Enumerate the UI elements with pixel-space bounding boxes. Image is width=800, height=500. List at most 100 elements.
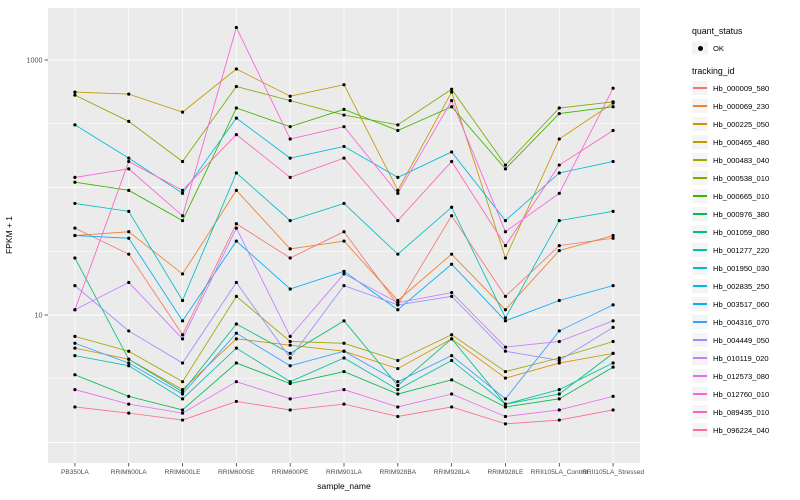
data-point <box>288 408 292 412</box>
legend-item-label: Hb_004316_070 <box>713 317 770 327</box>
data-point <box>450 159 454 164</box>
data-point <box>342 230 346 234</box>
data-point <box>557 106 561 110</box>
data-point <box>73 341 77 345</box>
data-point <box>180 337 185 341</box>
data-point <box>450 290 454 295</box>
legend-key-line-icon <box>692 387 708 401</box>
data-point <box>73 373 77 377</box>
data-point <box>611 408 615 412</box>
legend-item-tracking-id: Hb_000069_230 <box>692 97 798 115</box>
data-point <box>557 219 561 223</box>
data-point <box>73 284 77 288</box>
data-point <box>503 244 508 248</box>
data-point <box>73 90 77 94</box>
data-point <box>180 188 185 192</box>
data-point <box>180 392 185 396</box>
data-point <box>73 180 77 184</box>
legend-title-tracking-id: tracking_id <box>692 66 735 76</box>
data-point <box>288 334 292 338</box>
data-point <box>503 397 508 401</box>
data-point <box>557 244 561 248</box>
data-point <box>73 334 77 338</box>
data-point <box>503 376 508 380</box>
legend-key-line-icon <box>692 333 708 347</box>
data-point <box>611 394 615 398</box>
data-point <box>611 339 615 344</box>
data-point <box>288 247 292 251</box>
data-point <box>180 214 185 218</box>
data-point <box>450 90 454 94</box>
data-point <box>396 414 400 419</box>
data-point <box>288 256 292 260</box>
data-point <box>396 301 400 305</box>
legend-item-label: Hb_004449_050 <box>713 335 770 345</box>
legend-item-label: Hb_000009_580 <box>713 83 770 93</box>
data-point <box>342 284 346 288</box>
legend-key-line-icon <box>692 171 708 185</box>
data-point <box>180 333 185 337</box>
data-point <box>611 209 615 213</box>
data-point <box>450 99 454 103</box>
legend-key-line-icon <box>692 117 708 131</box>
data-point <box>342 356 346 360</box>
data-point <box>180 418 185 422</box>
data-point <box>450 294 454 298</box>
data-point <box>73 387 77 392</box>
data-point <box>288 219 292 223</box>
data-point <box>288 351 292 355</box>
data-point <box>503 405 508 409</box>
legend-item-label: Hb_012760_010 <box>713 389 770 399</box>
legend-tracking-id-rows: Hb_000009_580 Hb_000069_230 Hb_000225_050 H… <box>692 79 798 439</box>
data-point <box>234 106 238 110</box>
x-tick-label: RRIM928BA <box>379 469 416 476</box>
data-point <box>611 86 615 90</box>
legend-item-tracking-id: Hb_001277_220 <box>692 241 798 259</box>
legend-item-label: Hb_002835_250 <box>713 281 770 291</box>
data-point <box>396 128 400 133</box>
legend-item-label: OK <box>713 43 724 53</box>
data-point <box>234 294 238 298</box>
x-tick-label: PB350LA <box>61 469 89 476</box>
data-point <box>557 356 561 360</box>
data-point <box>611 100 615 104</box>
data-point <box>234 116 238 120</box>
legend-item-label: Hb_000465_480 <box>713 137 770 147</box>
data-point <box>73 233 77 238</box>
data-point <box>611 303 615 307</box>
data-point <box>234 226 238 230</box>
data-point <box>503 256 508 260</box>
data-point <box>503 294 508 298</box>
data-point <box>127 411 131 415</box>
data-point <box>73 405 77 409</box>
data-point <box>127 156 131 160</box>
data-point <box>234 67 238 71</box>
data-point <box>450 358 454 363</box>
data-point <box>557 392 561 396</box>
data-point <box>127 236 131 240</box>
data-point <box>288 380 292 384</box>
data-point <box>503 402 508 406</box>
data-point <box>180 272 185 276</box>
legend-item-tracking-id: Hb_003517_060 <box>692 295 798 313</box>
data-point <box>127 252 131 256</box>
data-point <box>503 316 508 320</box>
data-point <box>288 356 292 360</box>
data-point <box>450 87 454 91</box>
legend-item-tracking-id: Hb_096224_040 <box>692 421 798 439</box>
data-point <box>180 361 185 365</box>
data-point <box>450 405 454 409</box>
data-point <box>234 399 238 404</box>
data-point <box>557 248 561 253</box>
data-point <box>557 397 561 401</box>
legend-item-tracking-id: Hb_000225_050 <box>692 115 798 133</box>
legend-item-tracking-id: Hb_000009_580 <box>692 79 798 97</box>
data-point <box>288 156 292 160</box>
legend-item-tracking-id: Hb_012760_010 <box>692 385 798 403</box>
legend-key-line-icon <box>692 369 708 383</box>
data-point <box>503 219 508 223</box>
legend-item-label: Hb_000069_230 <box>713 101 770 111</box>
data-point <box>396 358 400 363</box>
data-point <box>288 137 292 141</box>
data-point <box>503 319 508 323</box>
